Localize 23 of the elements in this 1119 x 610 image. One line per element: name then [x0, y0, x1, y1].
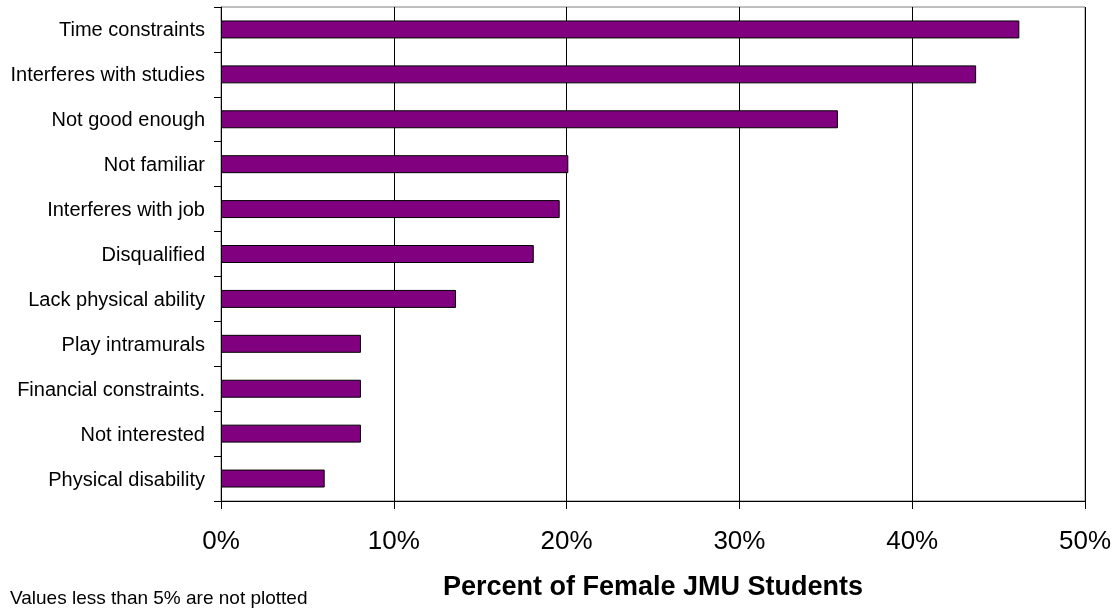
y-tick-label: Interferes with studies: [10, 63, 205, 86]
x-tick-label: 10%: [367, 525, 420, 555]
x-tick-label: 0%: [202, 525, 240, 555]
y-tick-label: Financial constraints.: [17, 377, 205, 400]
y-tick-label: Disqualified: [101, 243, 205, 265]
y-tick-label: Not familiar: [103, 153, 206, 176]
y-tick-label: Play intramurals: [61, 332, 205, 355]
text: Values less than 5% are not plotted: [10, 587, 308, 608]
x-tick-label: 50%: [1058, 525, 1112, 555]
y-tick-label: Physical disability: [48, 467, 205, 490]
y-tick-label: Not good enough: [51, 108, 205, 131]
y-tick-label: Not interested: [80, 422, 205, 445]
bar: [221, 334, 361, 353]
y-tick-label: Interferes with job: [47, 198, 205, 221]
x-axis-title: Percent of Female JMU Students: [442, 570, 864, 601]
bar: [221, 379, 361, 398]
x-tick-label: 20%: [540, 525, 593, 555]
x-tick-label: 40%: [886, 525, 939, 555]
y-tick-label: Time constraints: [59, 18, 205, 41]
x-tick-label: 30%: [713, 525, 766, 555]
bar: [221, 469, 325, 488]
bar: [221, 424, 361, 443]
y-tick-label: Lack physical ability: [28, 287, 205, 310]
